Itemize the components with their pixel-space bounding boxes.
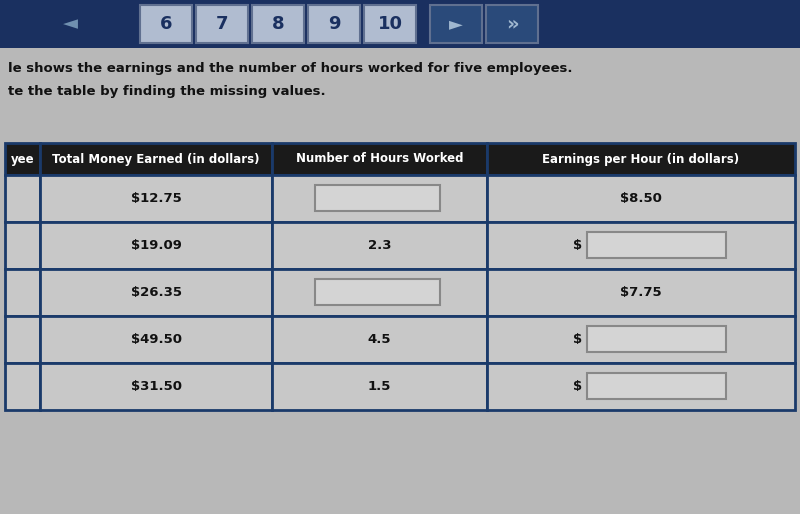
Bar [0, 0, 800, 48]
Bar [5, 143, 40, 175]
Text: $26.35: $26.35 [130, 286, 182, 299]
Text: 6: 6 [160, 15, 172, 33]
Bar [5, 316, 40, 363]
Text: Earnings per Hour (in dollars): Earnings per Hour (in dollars) [542, 153, 739, 166]
Text: 2.3: 2.3 [368, 239, 391, 252]
Text: 8: 8 [272, 15, 284, 33]
Bar [272, 143, 487, 175]
Bar [587, 232, 726, 258]
Text: $: $ [574, 380, 582, 393]
Text: $: $ [574, 333, 582, 346]
Bar [252, 5, 304, 43]
Text: le shows the earnings and the number of hours worked for five employees.: le shows the earnings and the number of … [8, 62, 573, 75]
Bar [40, 269, 272, 316]
Bar [140, 5, 192, 43]
Bar [5, 222, 40, 269]
Bar [40, 316, 272, 363]
Text: 9: 9 [328, 15, 340, 33]
Text: $7.75: $7.75 [620, 286, 662, 299]
Bar [487, 269, 795, 316]
Bar [487, 222, 795, 269]
Text: ◄: ◄ [62, 14, 78, 33]
Text: 4.5: 4.5 [368, 333, 391, 346]
Bar [587, 373, 726, 399]
Bar [272, 175, 487, 222]
Bar [487, 316, 795, 363]
Text: Number of Hours Worked: Number of Hours Worked [296, 153, 463, 166]
Bar [272, 316, 487, 363]
Bar [487, 143, 795, 175]
Bar [272, 269, 487, 316]
Bar [40, 175, 272, 222]
Bar [40, 363, 272, 410]
Bar [315, 279, 440, 305]
Text: $31.50: $31.50 [130, 380, 182, 393]
Bar [487, 363, 795, 410]
Text: te the table by finding the missing values.: te the table by finding the missing valu… [8, 85, 326, 98]
Text: »: » [506, 14, 518, 33]
Text: yee: yee [10, 153, 34, 166]
Text: $19.09: $19.09 [130, 239, 182, 252]
Bar [196, 5, 248, 43]
Text: $49.50: $49.50 [130, 333, 182, 346]
Bar [487, 175, 795, 222]
Bar [272, 222, 487, 269]
Bar [486, 5, 538, 43]
Text: 10: 10 [378, 15, 402, 33]
Text: 1.5: 1.5 [368, 380, 391, 393]
Bar [430, 5, 482, 43]
Bar [315, 186, 440, 211]
Bar [272, 363, 487, 410]
Text: $: $ [574, 239, 582, 252]
Text: $8.50: $8.50 [620, 192, 662, 205]
Bar [5, 363, 40, 410]
Text: 7: 7 [216, 15, 228, 33]
Bar [364, 5, 416, 43]
Text: ►: ► [449, 15, 463, 33]
Bar [40, 143, 272, 175]
Bar [5, 175, 40, 222]
Bar [5, 269, 40, 316]
Text: $12.75: $12.75 [130, 192, 182, 205]
Bar [587, 326, 726, 352]
Bar [40, 222, 272, 269]
Text: Total Money Earned (in dollars): Total Money Earned (in dollars) [52, 153, 260, 166]
Bar [308, 5, 360, 43]
